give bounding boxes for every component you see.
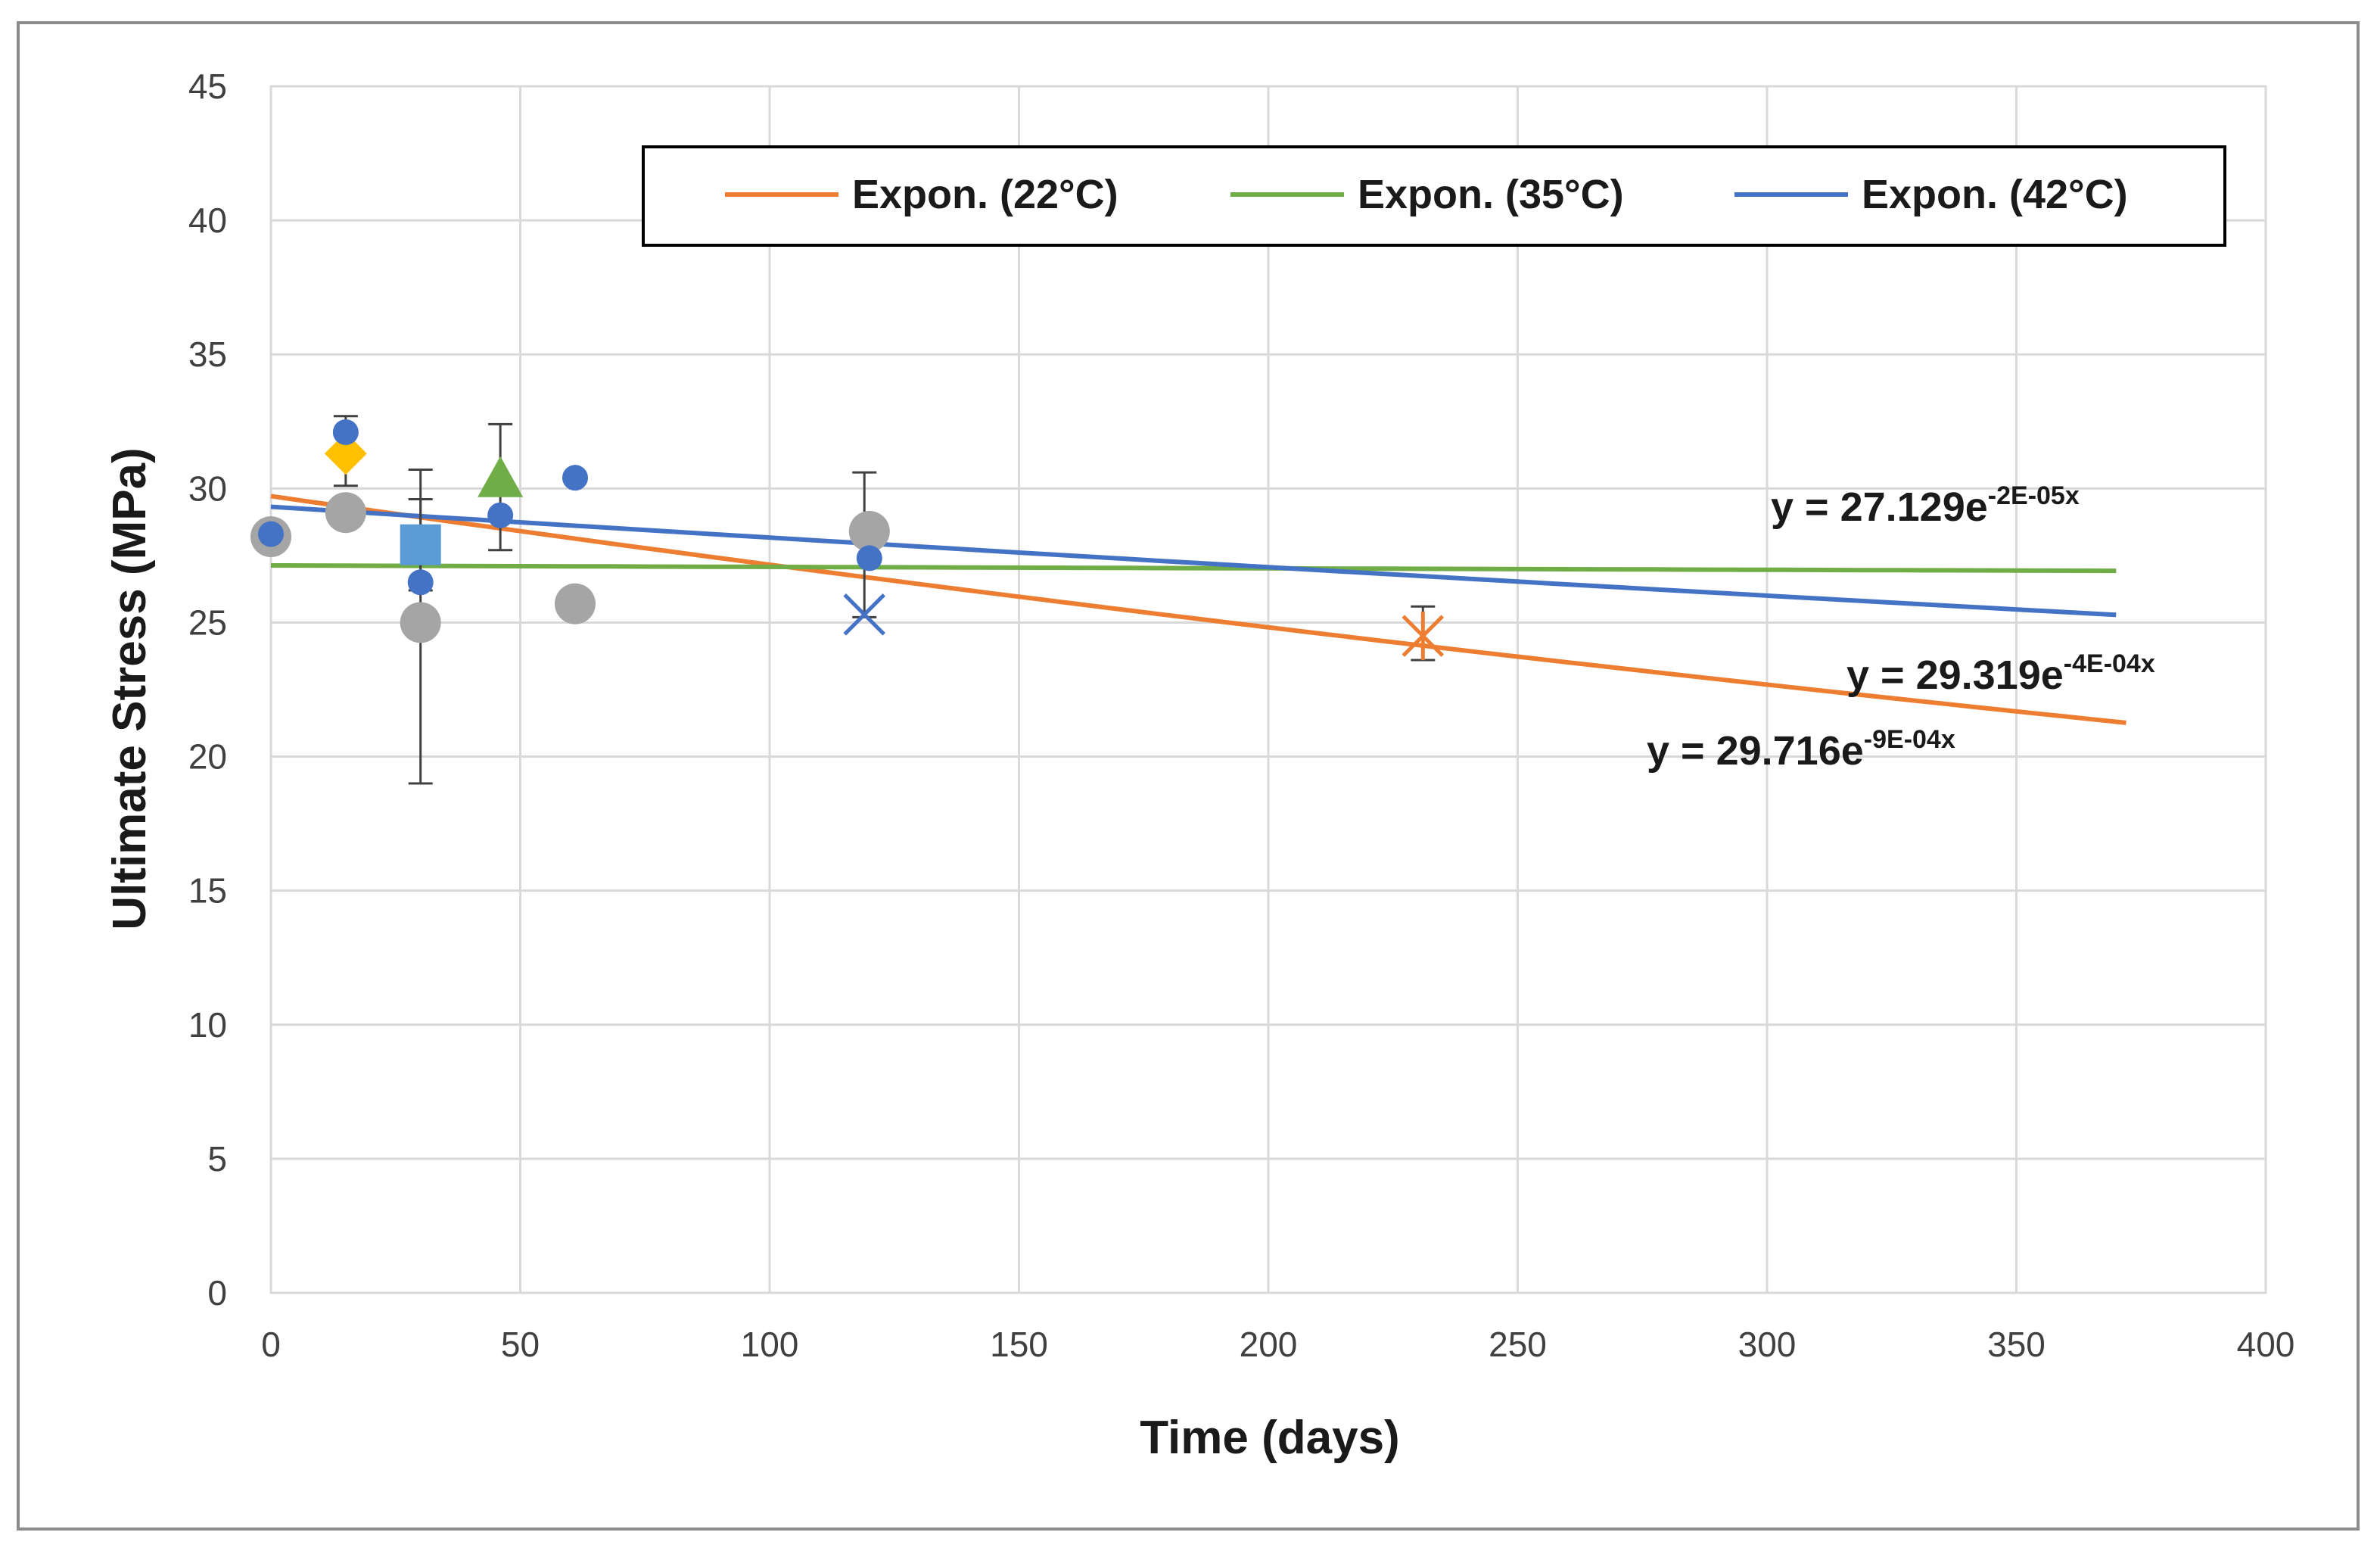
y-axis-title: Ultimate Stress (MPa)	[104, 447, 156, 930]
x-tick-label: 300	[1738, 1325, 1797, 1364]
data-point-circle	[258, 521, 284, 547]
data-points	[250, 419, 1445, 661]
y-tick-label: 45	[188, 67, 227, 106]
data-point-diamond	[324, 432, 367, 475]
data-point-square	[400, 524, 441, 565]
data-point-circle	[856, 545, 882, 571]
y-tick-label: 20	[188, 737, 227, 777]
y-tick-label: 40	[188, 201, 227, 240]
trendline-0	[270, 494, 2126, 725]
tick-labels: 0 5 10 15 20 25 30 35 40 45 0 50 100 150 200 250 300 350 4…	[188, 67, 2295, 1364]
x-tick-label: 350	[1987, 1325, 2046, 1364]
data-point-circle-large	[554, 583, 596, 624]
x-axis-title: Time (days)	[1140, 1412, 1399, 1464]
data-point-circle	[487, 502, 514, 528]
equation-42c: y = 29.319e-4E-04x	[1846, 649, 2155, 698]
x-tick-label: 400	[2237, 1325, 2295, 1364]
y-tick-label: 25	[188, 603, 227, 642]
chart-frame	[17, 21, 2360, 1531]
legend: Expon. (22°C) Expon. (35°C) Expon. (42°C…	[642, 145, 2226, 247]
y-tick-label: 5	[207, 1139, 227, 1179]
x-tick-label: 0	[261, 1325, 281, 1364]
trendline-1	[270, 563, 2117, 574]
legend-label-42c: Expon. (42°C)	[1862, 172, 2128, 217]
equation-22c: y = 29.716e-9E-04x	[1647, 725, 1955, 774]
x-tick-label: 250	[1489, 1325, 1547, 1364]
data-point-x	[843, 593, 885, 636]
legend-label-35c: Expon. (35°C)	[1358, 172, 1624, 217]
x-tick-label: 150	[990, 1325, 1048, 1364]
x-tick-label: 50	[501, 1325, 540, 1364]
trendlines	[270, 494, 2126, 725]
data-point-triangle	[478, 456, 524, 497]
x-tick-label: 200	[1240, 1325, 1298, 1364]
plot-area	[269, 85, 2267, 1294]
y-tick-label: 15	[188, 871, 227, 911]
y-tick-label: 0	[207, 1273, 227, 1313]
data-point-circle-large	[848, 511, 890, 553]
data-point-circle	[407, 569, 434, 596]
y-tick-label: 10	[188, 1005, 227, 1045]
plot-area-border	[269, 85, 2267, 1294]
equation-35c: y = 27.129e-2E-05x	[1771, 481, 2080, 530]
legend-box	[642, 145, 2226, 247]
data-point-circle	[332, 419, 359, 445]
trendline-2	[270, 504, 2117, 618]
y-tick-label: 30	[188, 469, 227, 508]
legend-label-22c: Expon. (22°C)	[852, 172, 1118, 217]
data-point-circle-large	[400, 602, 441, 643]
data-point-circle	[562, 465, 588, 491]
y-tick-label: 35	[188, 335, 227, 374]
data-point-circle-large	[325, 492, 366, 534]
x-tick-label: 100	[741, 1325, 799, 1364]
data-point-star	[1402, 612, 1445, 661]
